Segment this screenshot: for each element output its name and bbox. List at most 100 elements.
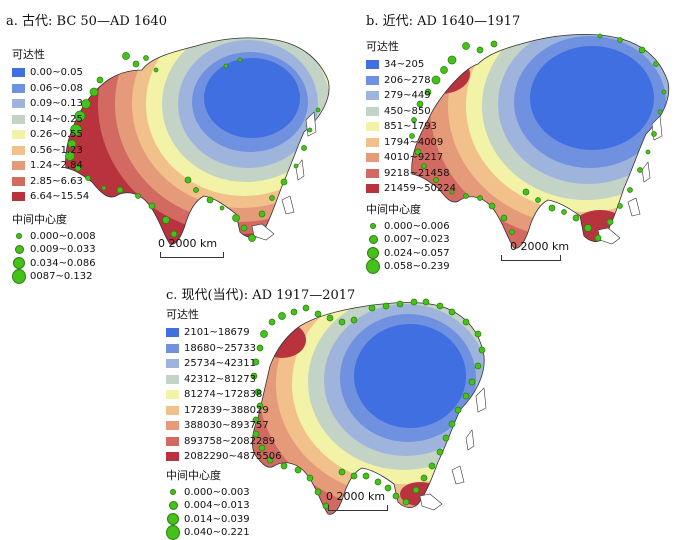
port-node bbox=[269, 195, 275, 201]
color-swatch bbox=[12, 130, 25, 140]
color-swatch bbox=[12, 99, 25, 109]
port-node bbox=[248, 234, 256, 242]
port-node bbox=[362, 472, 370, 480]
accessibility-class-label: 206~278 bbox=[384, 74, 431, 86]
centrality-class-label: 0.058~0.239 bbox=[384, 261, 450, 273]
centrality-legend-title: 中间中心度 bbox=[366, 202, 421, 216]
accessibility-class-label: 851~1793 bbox=[384, 121, 437, 133]
port-node bbox=[219, 205, 225, 211]
accessibility-class-4: 0.26~0.55 bbox=[12, 127, 96, 143]
port-node bbox=[436, 302, 444, 310]
accessibility-class-4: 851~1793 bbox=[366, 119, 456, 135]
port-node bbox=[290, 308, 298, 316]
centrality-dot-symbol bbox=[368, 235, 378, 245]
port-node bbox=[193, 187, 199, 193]
accessibility-class-0: 34~205 bbox=[366, 57, 456, 73]
port-node bbox=[448, 420, 456, 428]
accessibility-class-0: 0.00~0.05 bbox=[12, 65, 96, 81]
port-node bbox=[170, 230, 178, 238]
port-node bbox=[462, 392, 470, 400]
port-node bbox=[223, 63, 229, 69]
port-node bbox=[250, 372, 258, 380]
color-swatch bbox=[366, 153, 379, 163]
port-node bbox=[440, 66, 448, 74]
centrality-class-0: 0.000~0.006 bbox=[366, 220, 456, 234]
centrality-dot-symbol bbox=[170, 489, 176, 496]
centrality-class-label: 0.004~0.013 bbox=[184, 500, 250, 512]
accessibility-class-6: 388030~893757 bbox=[166, 418, 281, 434]
port-node bbox=[442, 434, 450, 442]
accessibility-class-label: 0.56~1.23 bbox=[30, 144, 83, 156]
port-node bbox=[572, 214, 580, 222]
accessibility-class-label: 34~205 bbox=[384, 59, 425, 71]
centrality-class-label: 0.014~0.039 bbox=[184, 513, 250, 525]
port-node bbox=[424, 88, 432, 96]
port-node bbox=[428, 462, 436, 470]
port-node bbox=[637, 167, 643, 173]
color-swatch bbox=[12, 192, 25, 202]
color-swatch bbox=[366, 60, 379, 70]
port-node bbox=[368, 304, 376, 312]
panel-a-title: a. 古代: BC 50—AD 1640 bbox=[6, 14, 167, 29]
centrality-dot-symbol bbox=[13, 257, 25, 270]
panel-b-scale-bar bbox=[501, 255, 561, 261]
accessibility-class-label: 0.09~0.13 bbox=[30, 98, 83, 110]
accessibility-class-6: 4010~9217 bbox=[366, 150, 456, 166]
port-node bbox=[74, 164, 82, 172]
port-node bbox=[350, 472, 358, 480]
port-node bbox=[594, 234, 602, 242]
accessibility-class-label: 21459~50224 bbox=[384, 183, 457, 195]
port-node bbox=[280, 462, 288, 470]
port-node bbox=[278, 312, 286, 320]
port-node bbox=[474, 362, 482, 370]
panel-c-legend: 可达性 2101~18679 18680~25733 25734~42311 4231… bbox=[166, 306, 281, 540]
port-node bbox=[294, 466, 302, 474]
port-node bbox=[153, 67, 159, 73]
port-node bbox=[306, 474, 314, 482]
accessibility-class-label: 25734~42311 bbox=[184, 358, 257, 370]
accessibility-class-8: 21459~50224 bbox=[366, 181, 456, 197]
accessibility-class-label: 0.14~0.25 bbox=[30, 113, 83, 125]
port-node bbox=[382, 302, 390, 310]
accessibility-class-label: 0.26~0.55 bbox=[30, 129, 83, 141]
centrality-class-3: 0.058~0.239 bbox=[366, 259, 456, 275]
port-node bbox=[85, 175, 91, 181]
port-node bbox=[132, 60, 140, 68]
port-node bbox=[477, 195, 483, 201]
color-swatch bbox=[366, 75, 379, 85]
port-node bbox=[409, 133, 415, 139]
centrality-class-label: 0.007~0.023 bbox=[384, 234, 450, 246]
port-node bbox=[462, 42, 470, 50]
centrality-class-label: 0.024~0.057 bbox=[384, 247, 450, 259]
panel-a-scale-label: 0 2000 km bbox=[158, 237, 218, 250]
port-node bbox=[412, 486, 420, 494]
port-node bbox=[266, 456, 274, 464]
accessibility-class-0: 2101~18679 bbox=[166, 325, 281, 341]
accessibility-class-label: 450~850 bbox=[384, 105, 431, 117]
port-node bbox=[476, 46, 484, 54]
color-swatch bbox=[166, 374, 179, 384]
accessibility-class-1: 206~278 bbox=[366, 73, 456, 89]
port-node bbox=[148, 202, 156, 210]
port-node bbox=[627, 187, 633, 193]
port-node bbox=[447, 55, 457, 65]
centrality-class-label: 0087~0.132 bbox=[30, 271, 93, 283]
port-node bbox=[315, 107, 321, 113]
port-node bbox=[414, 148, 422, 156]
port-node bbox=[535, 197, 541, 203]
port-node bbox=[280, 178, 288, 186]
port-node bbox=[597, 33, 603, 39]
color-swatch bbox=[166, 436, 179, 446]
panel-a-map bbox=[65, 37, 330, 245]
port-node bbox=[240, 224, 248, 232]
accessibility-class-label: 1794~4009 bbox=[384, 136, 444, 148]
accessibility-class-label: 2101~18679 bbox=[184, 327, 250, 339]
accessibility-class-label: 42312~81273 bbox=[184, 373, 257, 385]
port-node bbox=[392, 492, 400, 500]
color-swatch bbox=[12, 68, 25, 78]
port-node bbox=[561, 209, 567, 215]
port-node bbox=[617, 37, 623, 43]
centrality-class-label: 0.034~0.086 bbox=[30, 257, 96, 269]
accessibility-class-5: 0.56~1.23 bbox=[12, 143, 96, 159]
